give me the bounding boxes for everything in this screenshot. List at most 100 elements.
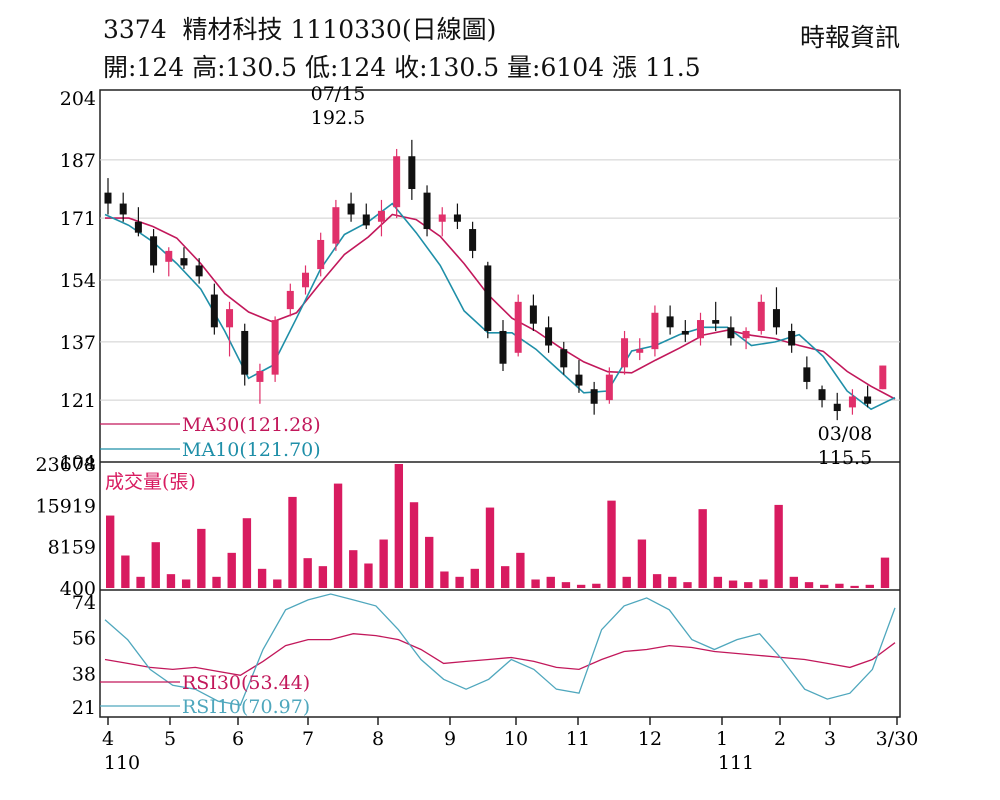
candle-body bbox=[226, 309, 234, 328]
candle-body bbox=[256, 371, 264, 382]
candle-body bbox=[666, 316, 674, 328]
candle-body bbox=[347, 203, 355, 215]
volume-bar bbox=[835, 583, 844, 588]
volume-bar bbox=[713, 576, 723, 588]
volume-bar bbox=[516, 552, 525, 588]
volume-bar bbox=[288, 496, 297, 588]
price-tick-label: 154 bbox=[60, 270, 96, 292]
volume-bar bbox=[212, 576, 221, 588]
volume-bar bbox=[166, 574, 176, 588]
x-year-label: 110 bbox=[104, 752, 140, 774]
x-tick-label: 3/30 bbox=[876, 728, 919, 750]
volume-bar bbox=[774, 504, 783, 588]
rsi10-legend-label: RSI10(70.97) bbox=[182, 696, 310, 718]
volume-bar bbox=[273, 579, 282, 588]
volume-bar bbox=[531, 579, 540, 588]
candle-body bbox=[499, 330, 507, 364]
candle-body bbox=[241, 330, 249, 375]
candle-body bbox=[848, 396, 856, 408]
volume-bar bbox=[592, 583, 601, 588]
candle-body bbox=[757, 301, 765, 331]
data-source: 時報資訊 bbox=[799, 23, 900, 52]
volume-bar bbox=[425, 536, 434, 588]
volume-bar bbox=[652, 574, 662, 588]
volume-bar bbox=[197, 528, 206, 588]
candle-body bbox=[119, 203, 127, 215]
volume-bar bbox=[455, 576, 464, 588]
candle-body bbox=[165, 250, 173, 262]
price-tick-label: 171 bbox=[60, 208, 96, 230]
volume-bar bbox=[744, 582, 753, 588]
x-tick-label: 2 bbox=[774, 728, 786, 750]
candle-body bbox=[772, 309, 780, 328]
volume-tick-label: 8159 bbox=[48, 537, 96, 559]
chart-title: 3374 精材科技 1110330(日線圖) bbox=[103, 10, 496, 46]
candle-body bbox=[605, 374, 613, 401]
ohlc-summary: 開:124 高:130.5 低:124 收:130.5 量:6104 漲 11.… bbox=[103, 53, 701, 82]
rsi30-line bbox=[104, 633, 896, 676]
x-tick-label: 7 bbox=[302, 728, 314, 750]
ma30-line bbox=[105, 213, 896, 400]
candle-body bbox=[833, 403, 841, 412]
candle-body bbox=[560, 349, 568, 368]
volume-bar bbox=[637, 539, 647, 588]
volume-bar bbox=[789, 576, 799, 588]
candle-body bbox=[210, 294, 218, 328]
ma30-legend-label: MA30(121.28) bbox=[182, 414, 321, 436]
volume-bar bbox=[501, 566, 510, 588]
volume-bar bbox=[683, 582, 692, 588]
chart-date-label: 1110330(日線圖) bbox=[290, 15, 497, 44]
candle-body bbox=[438, 214, 446, 222]
candle-body bbox=[408, 156, 416, 189]
candle-body bbox=[697, 320, 704, 339]
volume-bar bbox=[227, 552, 236, 588]
candle-body bbox=[788, 330, 796, 346]
volume-bar bbox=[379, 539, 388, 588]
candle-body bbox=[636, 349, 644, 353]
stock-code: 3374 bbox=[103, 15, 167, 44]
x-tick-label: 5 bbox=[164, 728, 176, 750]
x-tick-label: 12 bbox=[638, 728, 662, 750]
candle-body bbox=[393, 156, 401, 208]
candle-body bbox=[681, 330, 689, 335]
volume-tick-label: 23678 bbox=[36, 454, 96, 476]
rsi-tick-label: 38 bbox=[72, 663, 96, 685]
price-tick-label: 104 bbox=[60, 452, 96, 474]
candle-body bbox=[423, 192, 431, 230]
candle-body bbox=[514, 301, 522, 353]
volume-bar bbox=[576, 584, 586, 588]
volume-bar bbox=[409, 502, 419, 588]
candle-body bbox=[621, 338, 629, 368]
rsi-tick-label: 56 bbox=[72, 628, 96, 650]
volume-tick-label: 400 bbox=[60, 578, 96, 600]
candle-body bbox=[879, 365, 887, 390]
volume-bar bbox=[668, 576, 677, 588]
volume-bar bbox=[865, 584, 874, 588]
volume-bar bbox=[440, 571, 449, 588]
candle-body bbox=[484, 265, 492, 331]
volume-bar bbox=[759, 579, 768, 588]
candle-body bbox=[150, 236, 158, 266]
volume-bar bbox=[880, 557, 890, 588]
candle-body bbox=[362, 214, 370, 226]
volume-tick-label: 15919 bbox=[36, 495, 96, 517]
stock-name: 精材科技 bbox=[182, 15, 283, 44]
volume-bar bbox=[333, 483, 343, 588]
chart-frame bbox=[99, 89, 901, 718]
candle-body bbox=[453, 214, 461, 222]
x-tick-label: 6 bbox=[232, 728, 244, 750]
rsi-tick-label: 21 bbox=[72, 697, 96, 719]
candle-body bbox=[651, 312, 659, 350]
candle-body bbox=[271, 320, 279, 375]
price-tick-label: 137 bbox=[60, 332, 96, 354]
candle-body bbox=[104, 192, 112, 204]
volume-bar bbox=[622, 576, 631, 588]
candle-body bbox=[803, 367, 811, 382]
candle-body bbox=[529, 305, 537, 324]
candle-body bbox=[180, 258, 188, 266]
rsi-tick-label: 74 bbox=[72, 592, 96, 614]
candle-body bbox=[469, 229, 477, 251]
volume-bar bbox=[804, 582, 814, 588]
candle-body bbox=[742, 330, 750, 339]
volume-bar bbox=[698, 509, 707, 588]
